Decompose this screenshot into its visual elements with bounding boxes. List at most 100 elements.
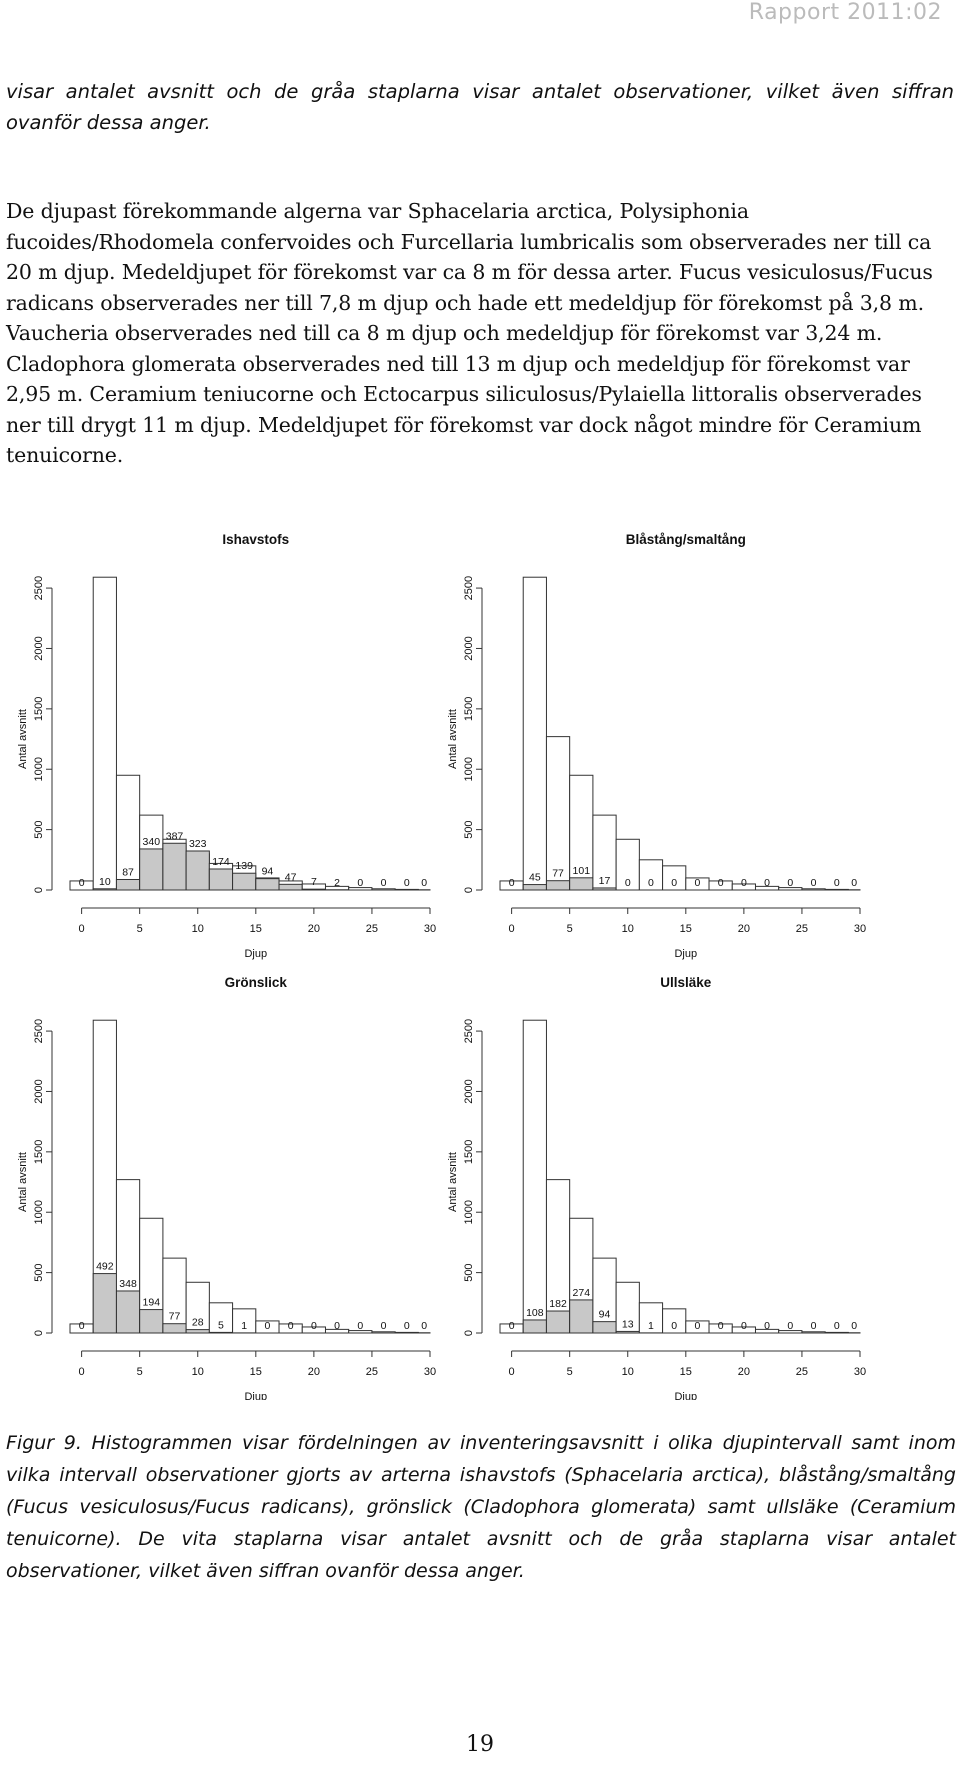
data-label: 0: [694, 877, 700, 889]
x-tick-label: 30: [424, 923, 436, 935]
x-tick-label: 0: [509, 1366, 515, 1378]
data-label: 47: [285, 871, 297, 883]
observation-bar: [545, 880, 571, 891]
observation-bar: [545, 1310, 571, 1334]
y-tick-label: 1500: [33, 697, 45, 721]
data-label: 0: [764, 877, 770, 889]
data-label: 13: [622, 1318, 634, 1330]
data-label: 77: [552, 868, 564, 880]
figure-caption: Figur 9. Histogrammen visar fördelningen…: [6, 1432, 956, 1582]
x-tick-label: 0: [79, 923, 85, 935]
data-label: 5: [218, 1319, 224, 1331]
observation-bar: [162, 1323, 187, 1334]
data-label: 0: [851, 1320, 857, 1332]
observation-bar: [569, 877, 594, 891]
y-tick-label: 1000: [33, 757, 45, 781]
y-tick-label: 2000: [33, 1079, 45, 1103]
y-tick-label: 1000: [33, 1200, 45, 1224]
total-bar: [522, 576, 547, 891]
y-tick-label: 1000: [463, 757, 475, 781]
x-tick-label: 15: [250, 923, 262, 935]
total-bar: [92, 576, 117, 891]
y-axis-label: Antal avsnitt: [447, 1152, 459, 1212]
data-label: 0: [381, 1320, 387, 1332]
data-label: 0: [648, 877, 654, 889]
observation-bar: [255, 878, 280, 891]
x-tick-label: 15: [680, 923, 692, 935]
data-label: 174: [212, 856, 230, 868]
data-label: 0: [741, 877, 747, 889]
x-tick-label: 20: [738, 1366, 750, 1378]
x-tick-label: 20: [308, 923, 320, 935]
data-label: 28: [192, 1317, 204, 1329]
data-label: 0: [787, 877, 793, 889]
x-tick-label: 10: [192, 1366, 204, 1378]
data-label: 0: [834, 877, 840, 889]
x-axis-label: Djup: [674, 1391, 697, 1400]
data-label: 0: [811, 1320, 817, 1332]
data-label: 0: [79, 1320, 85, 1332]
data-label: 0: [381, 877, 387, 889]
x-tick-label: 25: [796, 923, 808, 935]
y-tick-label: 2000: [463, 636, 475, 660]
observation-bar: [139, 848, 164, 891]
y-tick-label: 1500: [463, 1140, 475, 1164]
y-tick-label: 2500: [33, 1019, 45, 1043]
data-label: 0: [357, 1320, 363, 1332]
x-tick-label: 0: [509, 923, 515, 935]
x-tick-label: 5: [137, 1366, 143, 1378]
observation-bar: [185, 850, 210, 891]
total-bar: [522, 1019, 547, 1334]
data-label: 0: [357, 877, 363, 889]
data-label: 77: [169, 1311, 181, 1323]
observation-bar: [185, 1329, 210, 1334]
x-tick-label: 20: [738, 923, 750, 935]
data-label: 87: [122, 866, 134, 878]
chart-title: Blåstång/smaltång: [626, 532, 746, 547]
y-tick-label: 500: [33, 1263, 45, 1281]
data-label: 0: [264, 1320, 270, 1332]
y-tick-label: 2000: [33, 636, 45, 660]
observation-bar: [522, 884, 547, 891]
x-tick-label: 5: [567, 923, 573, 935]
x-axis-label: Djup: [244, 948, 267, 960]
observation-bar: [232, 872, 257, 891]
data-label: 182: [549, 1298, 567, 1310]
y-tick-label: 1000: [463, 1200, 475, 1224]
chart-title: Grönslick: [225, 975, 288, 990]
x-tick-label: 25: [366, 923, 378, 935]
data-label: 0: [421, 1320, 427, 1332]
data-label: 0: [764, 1320, 770, 1332]
data-label: 0: [421, 877, 427, 889]
y-tick-label: 2500: [463, 1019, 475, 1043]
data-label: 0: [718, 877, 724, 889]
observation-bar: [139, 1309, 164, 1334]
data-label: 492: [96, 1261, 114, 1273]
data-label: 0: [851, 877, 857, 889]
y-tick-label: 2500: [463, 576, 475, 600]
y-axis-label: Antal avsnitt: [17, 1152, 29, 1212]
observation-bar: [278, 883, 303, 891]
data-label: 348: [119, 1278, 137, 1290]
x-tick-label: 30: [854, 1366, 866, 1378]
observation-bar: [522, 1319, 547, 1334]
data-label: 0: [811, 877, 817, 889]
x-tick-label: 5: [137, 923, 143, 935]
y-tick-label: 0: [463, 1330, 475, 1336]
x-tick-label: 25: [796, 1366, 808, 1378]
data-label: 0: [671, 1320, 677, 1332]
data-label: 274: [573, 1287, 591, 1299]
data-label: 94: [262, 866, 274, 878]
data-label: 0: [509, 877, 515, 889]
data-label: 139: [235, 860, 253, 872]
data-label: 194: [143, 1297, 161, 1309]
data-label: 0: [718, 1320, 724, 1332]
data-label: 0: [741, 1320, 747, 1332]
observation-bar: [92, 1273, 117, 1334]
data-label: 0: [334, 1320, 340, 1332]
page-number: 19: [466, 1732, 494, 1757]
y-tick-label: 0: [463, 887, 475, 893]
x-tick-label: 30: [424, 1366, 436, 1378]
x-tick-label: 10: [192, 923, 204, 935]
data-label: 340: [143, 836, 161, 848]
